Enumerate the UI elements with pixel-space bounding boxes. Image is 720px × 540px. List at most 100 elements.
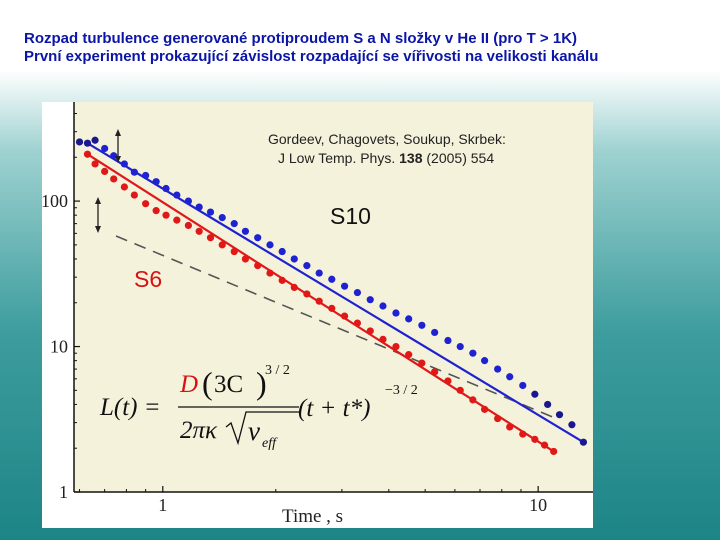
data-point-s6 (184, 221, 192, 230)
formula-d: D (179, 371, 198, 398)
y-tick-label: 100 (42, 191, 68, 211)
decay-formula: L(t) = D ( 3C ) 3 / 2 2πκ ν eff (t + t*)… (99, 363, 418, 451)
data-point-s10 (444, 336, 452, 345)
data-point-s10 (328, 275, 336, 283)
data-point-s10 (91, 136, 99, 144)
data-point-s6 (254, 262, 262, 270)
data-point-s10 (568, 421, 576, 429)
data-point-s6 (173, 216, 181, 224)
data-point-s6 (379, 335, 387, 343)
formula-time-term: (t + t*) (298, 395, 370, 422)
data-point-s6 (353, 319, 362, 327)
data-point-s10 (555, 411, 564, 419)
data-point-s10 (266, 241, 274, 249)
data-point-s6 (392, 342, 400, 351)
data-point-s6 (480, 405, 489, 413)
formula-denominator: 2πκ (180, 417, 218, 444)
data-point-s6 (230, 247, 238, 256)
fit-line-s10 (86, 142, 584, 444)
data-point-s10 (315, 269, 323, 277)
data-point-s6 (494, 414, 502, 423)
formula-sqrt-sign (225, 411, 300, 446)
data-point-s6 (241, 255, 250, 263)
data-point-s6 (444, 377, 452, 385)
data-point-s6 (91, 160, 99, 168)
data-point-s6 (83, 150, 92, 158)
data-point-s6 (418, 359, 426, 367)
series-label-s6: S6 (134, 266, 162, 292)
data-point-s10 (130, 168, 138, 176)
data-point-s10 (519, 381, 527, 390)
data-point-s10 (506, 373, 514, 381)
data-point-s10 (152, 178, 160, 186)
y-tick-label: 1 (59, 482, 68, 502)
data-point-s10 (241, 227, 250, 235)
data-point-s6 (456, 386, 464, 394)
data-point-s10 (83, 139, 92, 147)
citation-authors: Gordeev, Chagovets, Soukup, Skrbek: (268, 131, 506, 147)
data-point-s10 (75, 138, 84, 146)
data-point-s6 (218, 241, 226, 249)
data-point-s10 (120, 160, 128, 168)
data-point-s6 (110, 175, 118, 183)
data-point-s10 (579, 438, 588, 446)
data-point-s10 (531, 390, 539, 398)
data-point-s6 (550, 447, 558, 456)
x-axis-label: Time , s (282, 506, 343, 527)
data-point-s10 (418, 321, 426, 329)
data-point-s10 (469, 349, 477, 357)
data-point-s6 (278, 276, 286, 284)
formula-paren-open: ( (202, 365, 213, 401)
data-point-s6 (531, 435, 539, 443)
offset-arrow-left (95, 197, 101, 233)
data-point-s10 (480, 357, 489, 365)
formula-exp-1: 3 / 2 (265, 363, 290, 378)
data-point-s10 (101, 144, 109, 153)
data-point-s10 (494, 365, 502, 373)
data-point-s6 (303, 290, 311, 298)
slide-title: Rozpad turbulence generované protiproude… (24, 30, 720, 66)
data-point-s10 (173, 191, 181, 199)
formula-lhs: L(t) = (99, 394, 161, 421)
title-line-2: První experiment prokazující závislost r… (24, 48, 599, 65)
data-point-s10 (405, 315, 413, 323)
data-point-s6 (162, 211, 170, 219)
formula-eff: eff (262, 436, 278, 451)
formula-nu: ν (248, 416, 260, 446)
decay-chart: 1 10 100 1 10 Gordeev, Chagovets, Soukup, Sk… (42, 102, 593, 527)
data-point-s10 (366, 296, 374, 304)
data-point-s6 (266, 269, 274, 277)
data-point-s6 (315, 297, 323, 305)
data-point-s6 (405, 351, 413, 359)
data-point-s10 (184, 197, 192, 205)
data-point-s6 (340, 312, 349, 320)
citation-reference: J Low Temp. Phys. 138 (2005) 554 (278, 150, 494, 166)
data-points (75, 136, 588, 456)
y-tick-label: 10 (50, 337, 68, 357)
figure-panel: 1 10 100 1 10 Gordeev, Chagovets, Soukup, Sk… (42, 102, 593, 528)
data-point-s10 (290, 255, 298, 263)
formula-3c: 3C (214, 371, 243, 398)
data-point-s6 (540, 441, 549, 449)
data-point-s6 (328, 304, 336, 312)
data-point-s6 (152, 207, 160, 215)
data-point-s10 (230, 220, 238, 228)
data-point-s6 (130, 191, 138, 199)
data-point-s10 (544, 400, 552, 409)
data-point-s10 (431, 328, 439, 337)
data-point-s6 (469, 396, 477, 404)
data-point-s6 (142, 200, 150, 208)
data-point-s10 (142, 171, 150, 180)
data-point-s10 (303, 262, 311, 270)
data-point-s6 (195, 227, 203, 235)
axis-ticks: 1 10 100 1 10 (42, 113, 547, 515)
data-point-s10 (456, 342, 464, 351)
data-point-s6 (366, 327, 374, 335)
data-point-s6 (206, 234, 215, 242)
data-point-s6 (120, 183, 128, 191)
data-point-s10 (195, 203, 203, 211)
data-point-s10 (218, 214, 226, 222)
offset-arrow-top (115, 129, 121, 163)
formula-exp-2: −3 / 2 (385, 383, 418, 398)
data-point-s10 (379, 302, 387, 310)
